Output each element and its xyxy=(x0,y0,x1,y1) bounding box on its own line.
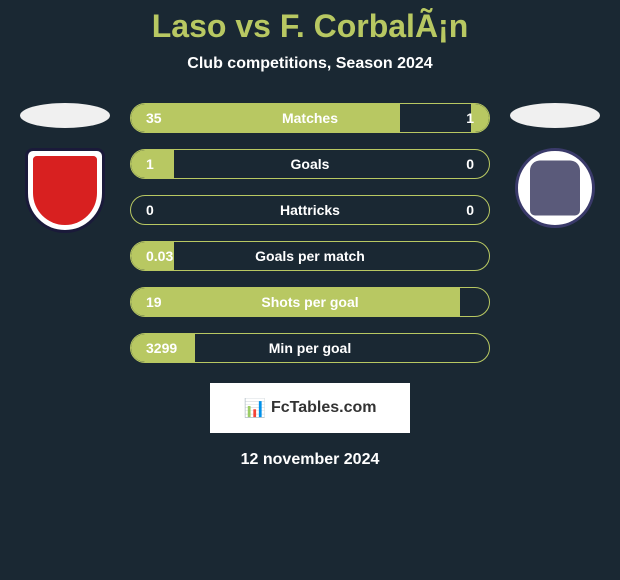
stat-value-right: 1 xyxy=(466,110,474,126)
footer-date: 12 november 2024 xyxy=(0,451,620,469)
circle-badge-icon xyxy=(515,148,595,228)
stat-value-left: 3299 xyxy=(146,340,177,356)
chart-icon: 📊 xyxy=(244,398,266,419)
stat-row: 3299 Min per goal xyxy=(130,333,490,363)
team-left-badge xyxy=(20,148,110,238)
stat-label: Goals per match xyxy=(255,248,365,264)
stat-row: 0.03 Goals per match xyxy=(130,241,490,271)
stat-label: Goals xyxy=(291,156,330,172)
shadow-ellipse-left xyxy=(20,103,110,128)
stat-row: 0 0 Hattricks xyxy=(130,195,490,225)
stat-label: Min per goal xyxy=(269,340,351,356)
shadow-ellipse-right xyxy=(510,103,600,128)
stat-row: 19 Shots per goal xyxy=(130,287,490,317)
subtitle: Club competitions, Season 2024 xyxy=(0,55,620,73)
stat-row: 35 1 Matches xyxy=(130,103,490,133)
stat-value-left: 19 xyxy=(146,294,162,310)
stat-label: Shots per goal xyxy=(261,294,358,310)
stat-label: Matches xyxy=(282,110,338,126)
stat-label: Hattricks xyxy=(280,202,340,218)
shield-icon xyxy=(25,148,105,233)
page-title: Laso vs F. CorbalÃ¡n xyxy=(0,8,620,45)
stat-row: 1 0 Goals xyxy=(130,149,490,179)
stat-value-left: 0.03 xyxy=(146,248,173,264)
branding-text: FcTables.com xyxy=(271,399,377,417)
content-area: 35 1 Matches 1 0 Goals 0 0 Hattricks 0.03 Goals pe… xyxy=(0,103,620,363)
branding-box[interactable]: 📊 FcTables.com xyxy=(210,383,410,433)
stats-column: 35 1 Matches 1 0 Goals 0 0 Hattricks 0.03 Goals pe… xyxy=(130,103,490,363)
header: Laso vs F. CorbalÃ¡n Club competitions, … xyxy=(0,0,620,73)
stat-value-left: 1 xyxy=(146,156,154,172)
stat-value-right: 0 xyxy=(466,202,474,218)
stat-value-left: 35 xyxy=(146,110,162,126)
team-right-column xyxy=(505,103,605,238)
stat-value-left: 0 xyxy=(146,202,154,218)
team-left-column xyxy=(15,103,115,238)
stat-value-right: 0 xyxy=(466,156,474,172)
stat-bar-left xyxy=(131,104,400,132)
team-right-badge xyxy=(510,148,600,238)
